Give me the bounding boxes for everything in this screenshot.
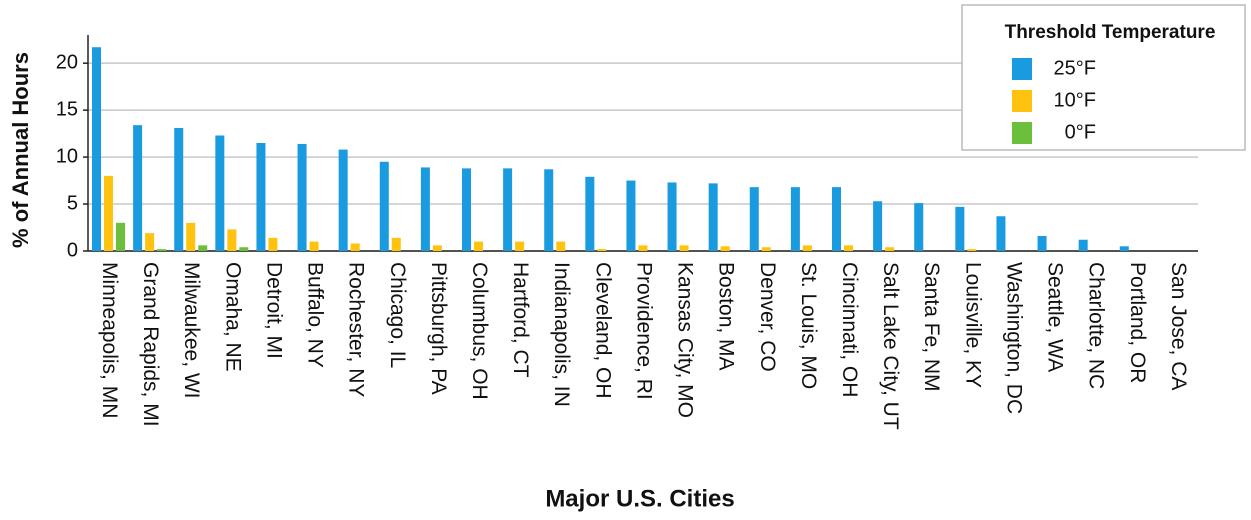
y-tick-label: 20 — [56, 51, 78, 73]
x-tick-label: Cincinnati, OH — [838, 262, 861, 397]
bar — [503, 168, 513, 251]
x-tick-label: Cleveland, OH — [591, 262, 614, 399]
bar — [309, 241, 319, 251]
x-tick-label: Portland, OR — [1126, 262, 1149, 383]
x-tick-label: Pittsburgh, PA — [427, 262, 450, 395]
x-tick-label: Seattle, WA — [1044, 262, 1067, 372]
bar — [268, 237, 278, 251]
bar — [996, 216, 1006, 251]
bar — [967, 249, 977, 251]
bar — [955, 206, 965, 251]
x-tick-label: Santa Fe, NM — [920, 262, 943, 392]
x-tick-label: Denver, CO — [756, 262, 779, 372]
legend-box — [961, 4, 1246, 151]
bar — [1119, 246, 1129, 251]
bar — [1078, 239, 1088, 251]
x-tick-label: Indianapolis, IN — [550, 262, 573, 407]
bar — [708, 183, 718, 251]
bar — [626, 180, 636, 251]
bar — [556, 241, 566, 251]
bar — [215, 135, 225, 251]
bar — [420, 167, 430, 251]
x-tick-label: Columbus, OH — [468, 262, 491, 400]
legend-label: 10°F — [1054, 89, 1096, 111]
x-tick-label: Buffalo, NY — [304, 262, 327, 368]
bar — [914, 203, 924, 251]
bar — [432, 245, 442, 251]
bar — [350, 243, 360, 251]
bar — [133, 125, 143, 251]
x-tick-label: Milwaukee, WI — [180, 262, 203, 399]
legend-swatch — [1012, 122, 1032, 144]
bar — [92, 47, 101, 251]
bar — [227, 229, 237, 251]
bar — [145, 233, 155, 251]
x-tick-label: Minneapolis, MN — [98, 262, 121, 418]
y-tick-label: 0 — [67, 239, 78, 261]
x-tick-label: Charlotte, NC — [1085, 262, 1108, 389]
bar — [338, 149, 348, 251]
bar — [761, 247, 771, 251]
x-tick-label: Louisville, KY — [961, 262, 984, 388]
x-tick-label: Rochester, NY — [345, 262, 368, 397]
bar — [116, 222, 125, 251]
legend-title: Threshold Temperature — [1005, 22, 1216, 43]
bar — [802, 245, 812, 251]
bar — [157, 249, 167, 251]
bar — [104, 175, 113, 251]
x-tick-label: Boston, MA — [715, 262, 738, 371]
bar — [638, 245, 648, 251]
bar — [379, 161, 389, 251]
legend-label: 25°F — [1054, 57, 1096, 79]
x-tick-label: San Jose, CA — [1167, 262, 1190, 390]
bar — [239, 247, 249, 251]
bar — [585, 176, 595, 251]
x-tick-label: Hartford, CT — [509, 262, 532, 378]
y-tick-label: 10 — [56, 145, 78, 167]
x-tick-label: Chicago, IL — [386, 262, 409, 368]
y-axis-label: % of Annual Hours — [8, 52, 33, 248]
x-tick-label: St. Louis, MO — [797, 262, 820, 389]
x-tick-label: Providence, RI — [632, 262, 655, 400]
bar — [597, 249, 607, 251]
bar — [873, 201, 883, 251]
legend-swatch — [1012, 90, 1032, 112]
x-tick-label: Washington, DC — [1002, 262, 1025, 414]
bar — [667, 182, 677, 251]
y-tick-label: 5 — [67, 192, 78, 214]
bar — [720, 246, 730, 251]
bar — [832, 187, 841, 251]
bar — [544, 169, 554, 251]
bar — [474, 241, 483, 251]
bar — [391, 237, 401, 251]
bar — [198, 245, 208, 251]
x-tick-label: Omaha, NE — [221, 262, 244, 372]
legend-label: 0°F — [1065, 121, 1096, 143]
bar — [256, 143, 266, 251]
bar — [1037, 235, 1047, 251]
x-tick-label: Kansas City, MO — [674, 262, 697, 418]
x-tick-label: Detroit, MI — [262, 262, 285, 359]
bar — [297, 143, 307, 251]
bar — [749, 187, 759, 251]
bar — [462, 168, 471, 251]
bar — [844, 245, 853, 251]
bar — [174, 127, 184, 251]
y-tick-label: 15 — [56, 98, 78, 120]
x-axis-label: Major U.S. Cities — [545, 485, 734, 512]
x-tick-label: Grand Rapids, MI — [139, 262, 162, 427]
bar — [790, 187, 800, 251]
bar — [679, 245, 689, 251]
bar — [515, 241, 525, 251]
x-tick-label: Salt Lake City, UT — [879, 262, 902, 430]
legend-swatch — [1012, 58, 1032, 80]
bar — [186, 222, 196, 251]
bar — [885, 247, 895, 251]
